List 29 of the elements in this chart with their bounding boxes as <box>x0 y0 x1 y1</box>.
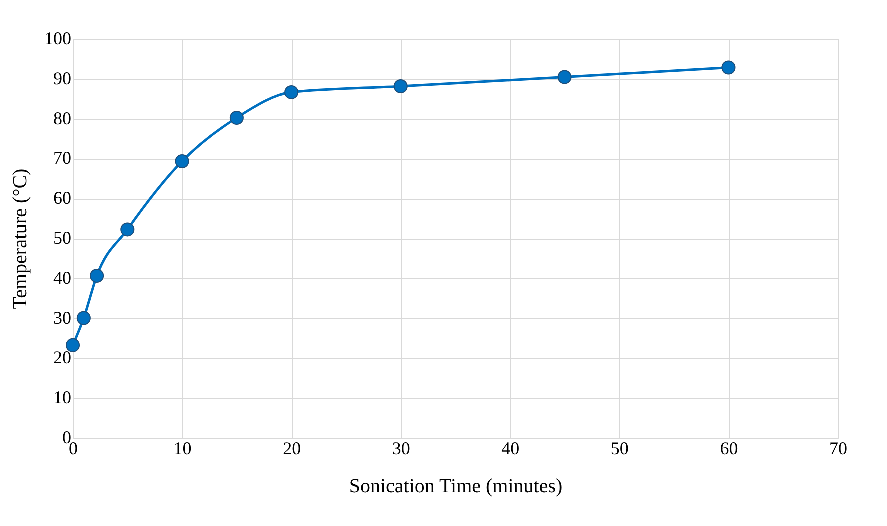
y-tick-label: 20 <box>54 348 72 368</box>
y-tick-label: 80 <box>54 108 72 128</box>
point <box>284 85 299 100</box>
point <box>90 269 104 284</box>
y-tick-label: 50 <box>54 228 72 248</box>
x-tick-label: 10 <box>174 438 192 458</box>
point <box>175 154 190 168</box>
y-tick-label: 90 <box>54 68 72 88</box>
x-tick-label: 70 <box>830 438 848 458</box>
point <box>394 79 408 94</box>
point <box>120 222 135 237</box>
y-tick-label: 60 <box>54 188 72 208</box>
point <box>722 60 736 75</box>
point <box>76 311 91 326</box>
point <box>230 110 244 126</box>
y-tick-label: 40 <box>54 268 72 288</box>
y-tick-label: 100 <box>44 28 72 48</box>
y-tick-label: 30 <box>54 308 72 328</box>
point <box>66 338 80 352</box>
y-axis-title: Temperature (°C) <box>10 168 32 310</box>
x-tick-label: 20 <box>283 438 302 458</box>
x-tick-label: 30 <box>392 438 410 458</box>
x-tick-label: 60 <box>720 438 738 458</box>
x-tick-label: 50 <box>610 438 629 458</box>
y-tick-label: 10 <box>54 388 72 408</box>
x-tick-label: 40 <box>502 438 520 458</box>
x-axis-title: Sonication Time (minutes) <box>349 476 563 498</box>
point <box>558 70 572 84</box>
y-tick-label: 70 <box>54 148 72 168</box>
